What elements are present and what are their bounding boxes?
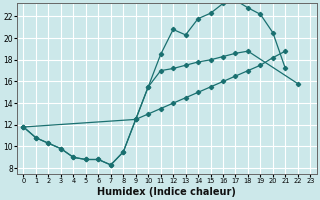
X-axis label: Humidex (Indice chaleur): Humidex (Indice chaleur) bbox=[98, 187, 236, 197]
